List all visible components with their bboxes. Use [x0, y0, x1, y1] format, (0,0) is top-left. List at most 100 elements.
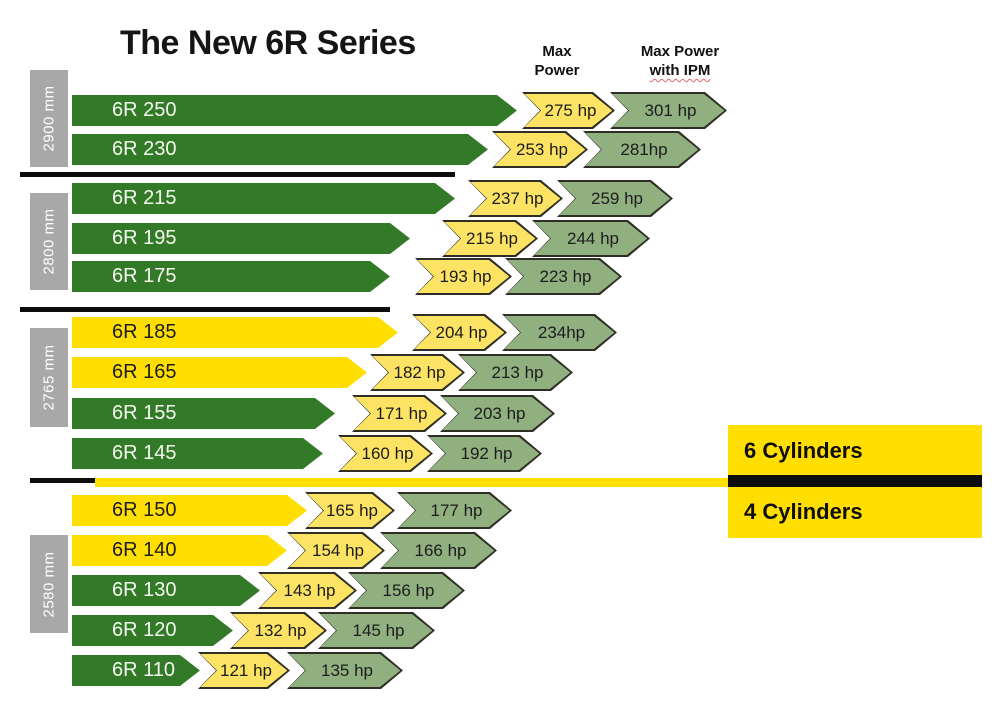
model-bar: 6R 175 [72, 261, 390, 292]
chevron-fill [534, 222, 647, 256]
chevron-fill [504, 316, 614, 350]
max-power-chevron: 171 hp [352, 395, 447, 432]
wheelbase-label-text: 2765 mm [40, 344, 58, 411]
group-separator-line [20, 307, 390, 312]
max-power-value: 154 hp [312, 540, 364, 560]
ipm-power-value: 301 hp [644, 100, 697, 120]
ipm-header-line1: Max Power [640, 43, 720, 60]
max-power-value: 237 hp [491, 188, 544, 208]
ipm-power-value: 156 hp [382, 580, 435, 600]
ipm-power-chevron: 259 hp [557, 180, 673, 217]
model-label: 6R 175 [112, 265, 177, 287]
chevron-fill [507, 260, 619, 294]
model-bar: 6R 110 [72, 655, 200, 686]
max-power-value: 204 hp [435, 322, 488, 342]
cylinder-split-band [95, 478, 728, 487]
ipm-power-value: 259 hp [591, 188, 643, 208]
ipm-power-chevron: 213 hp [458, 354, 573, 391]
ipm-power-value: 234hp [537, 322, 586, 342]
max-power-chevron: 215 hp [442, 220, 538, 257]
chevron-fill [559, 182, 670, 216]
wheelbase-label-text: 2800 mm [40, 208, 58, 275]
ipm-power-value: 166 hp [414, 540, 467, 560]
max-power-chevron: 237 hp [468, 180, 563, 217]
model-label: 6R 110 [112, 659, 176, 681]
max-power-value: 275 hp [544, 100, 597, 120]
ipm-power-value: 223 hp [539, 266, 592, 286]
wheelbase-group-label: 2580 mm [30, 535, 68, 633]
chevron-fill [429, 437, 539, 471]
max-power-header-line2: Power [534, 62, 580, 79]
ipm-power-chevron: 223 hp [505, 258, 622, 295]
model-label: 6R 145 [112, 442, 177, 464]
max-power-value: 253 hp [516, 139, 568, 159]
model-bar: 6R 185 [72, 317, 398, 348]
model-bar: 6R 145 [72, 438, 323, 469]
chevron-fill [399, 494, 509, 528]
ipm-power-chevron: 156 hp [348, 572, 465, 609]
ipm-power-chevron: 301 hp [610, 92, 727, 129]
model-bar: 6R 140 [72, 535, 287, 566]
max-power-value: 171 hp [375, 403, 428, 423]
model-label: 6R 185 [112, 321, 177, 343]
ipm-power-chevron: 135 hp [287, 652, 403, 689]
ipm-power-value: 213 hp [491, 362, 544, 382]
chevron-fill [612, 94, 724, 128]
ipm-power-value: 145 hp [352, 620, 405, 640]
ipm-power-value: 192 hp [460, 443, 513, 463]
wheelbase-label-text: 2580 mm [40, 550, 58, 618]
max-power-chevron: 182 hp [370, 354, 465, 391]
max-power-chevron: 121 hp [198, 652, 290, 689]
ipm-header-line2: with IPM [649, 62, 711, 79]
max-power-value: 165 hp [326, 500, 378, 520]
model-label: 6R 215 [112, 187, 177, 209]
ipm-power-chevron: 145 hp [318, 612, 435, 649]
model-label: 6R 140 [112, 539, 177, 561]
page-title: The New 6R Series [120, 24, 416, 62]
model-label: 6R 120 [112, 619, 177, 641]
wheelbase-group-label: 2900 mm [30, 70, 68, 167]
ipm-power-chevron: 203 hp [440, 395, 555, 432]
cylinders-divider-stripe [728, 475, 982, 487]
ipm-power-value: 281hp [620, 139, 668, 159]
model-label: 6R 155 [112, 402, 177, 424]
group-separator-line [30, 478, 95, 483]
ipm-power-value: 135 hp [321, 660, 373, 680]
max-power-chevron: 253 hp [492, 131, 588, 168]
ipm-power-chevron: 234hp [502, 314, 617, 351]
group-separator-line [20, 172, 455, 177]
wheelbase-label-text: 2900 mm [40, 85, 58, 152]
model-bar: 6R 150 [72, 495, 307, 526]
model-label: 6R 130 [112, 579, 177, 601]
ipm-power-value: 244 hp [567, 228, 619, 248]
model-label: 6R 250 [112, 99, 177, 121]
model-bar: 6R 130 [72, 575, 260, 606]
max-power-value: 132 hp [254, 620, 307, 640]
model-bar: 6R 215 [72, 183, 455, 214]
model-label: 6R 195 [112, 227, 177, 249]
ipm-power-chevron: 281hp [583, 131, 701, 168]
wheelbase-group-label: 2765 mm [30, 328, 68, 427]
ipm-power-chevron: 177 hp [397, 492, 512, 529]
max-power-value: 160 hp [361, 443, 414, 463]
model-bar: 6R 155 [72, 398, 335, 429]
max-power-chevron: 154 hp [287, 532, 385, 569]
max-power-value: 215 hp [466, 228, 518, 248]
model-bar: 6R 250 [72, 95, 517, 126]
max-power-column-header: Max Power [512, 42, 602, 80]
max-power-chevron: 193 hp [415, 258, 512, 295]
chevron-fill [382, 534, 494, 568]
max-power-chevron: 165 hp [305, 492, 395, 529]
model-bar: 6R 120 [72, 615, 233, 646]
wheelbase-group-label: 2800 mm [30, 193, 68, 290]
chevron-fill [460, 356, 570, 390]
ipm-power-chevron: 166 hp [380, 532, 497, 569]
chevron-fill [585, 133, 698, 167]
ipm-power-value: 203 hp [473, 403, 526, 423]
model-bar: 6R 195 [72, 223, 410, 254]
model-bar: 6R 165 [72, 357, 367, 388]
max-power-value: 143 hp [283, 580, 336, 600]
max-power-chevron: 132 hp [230, 612, 327, 649]
chevron-fill [289, 654, 400, 688]
